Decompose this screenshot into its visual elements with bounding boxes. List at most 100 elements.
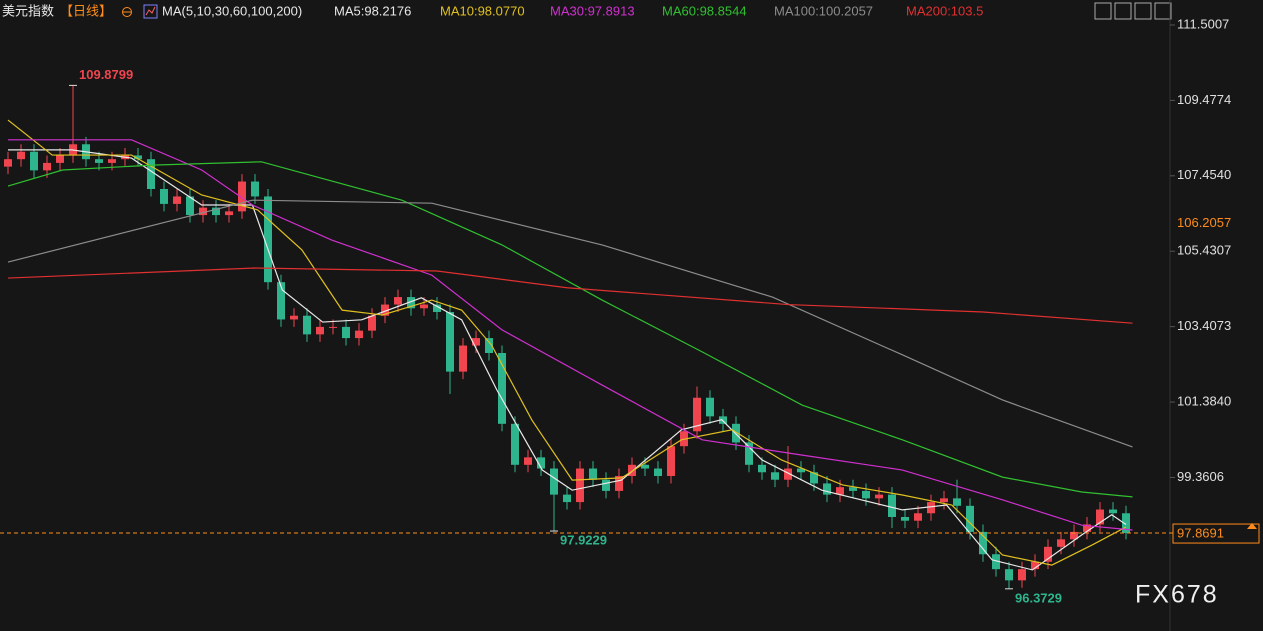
candle-body — [576, 468, 584, 503]
ma-line — [7, 161, 1133, 498]
candle-body — [147, 159, 155, 190]
candle-body — [459, 345, 467, 372]
candle-body — [1109, 509, 1117, 514]
candle-body — [238, 181, 246, 212]
candle-body — [589, 468, 597, 480]
candle-body — [823, 483, 831, 495]
y-tick-label: 103.4073 — [1177, 318, 1231, 333]
candle-body — [719, 416, 727, 424]
tool-button[interactable] — [1094, 2, 1112, 20]
candle-body — [797, 468, 805, 473]
ma-line — [7, 267, 1133, 324]
y-tick-label: 111.5007 — [1177, 16, 1229, 31]
last-price-box — [1172, 523, 1260, 544]
y-tick-label: 109.4774 — [1177, 92, 1231, 107]
add-icon[interactable] — [122, 7, 132, 17]
candle-body — [979, 531, 987, 555]
tool-button[interactable] — [1134, 2, 1152, 20]
candle-body — [134, 155, 142, 160]
candle-body — [1018, 569, 1026, 581]
candle-body — [1044, 546, 1052, 562]
candle-body — [43, 162, 51, 171]
candle-body — [875, 494, 883, 499]
legend-entry: MA10:98.0770 — [440, 3, 525, 18]
candle-body — [199, 207, 207, 216]
candle-body — [17, 151, 25, 160]
ma-params: MA(5,10,30,60,100,200) — [162, 3, 302, 18]
candle-body — [225, 211, 233, 216]
period[interactable]: 【日线】 — [60, 3, 112, 18]
candle-body — [277, 282, 285, 320]
candle-body — [264, 196, 272, 283]
candle-body — [368, 315, 376, 331]
legend-entry: MA200:103.5 — [906, 3, 983, 18]
candle-body — [888, 494, 896, 517]
candle-body — [849, 487, 857, 491]
candle-body — [615, 475, 623, 491]
y-tick-label: 99.3606 — [1177, 469, 1224, 484]
tool-button[interactable] — [1114, 2, 1132, 20]
ma-line — [7, 119, 1127, 566]
legend-entry: MA100:100.2057 — [774, 3, 873, 18]
candle-body — [966, 505, 974, 532]
legend-entry: MA60:98.8544 — [662, 3, 747, 18]
marker-label: 106.2057 — [1177, 215, 1231, 230]
candle-body — [251, 181, 259, 197]
candle-body — [472, 338, 480, 346]
candle-body — [108, 159, 116, 163]
candle-body — [1122, 513, 1130, 534]
candle-body — [810, 472, 818, 484]
ma-icon — [145, 6, 156, 16]
candle-body — [992, 554, 1000, 570]
candle-body — [1005, 569, 1013, 581]
candle-body — [836, 487, 844, 495]
last-price-label: 97.8691 — [1177, 525, 1224, 540]
price-arrow — [1247, 523, 1257, 530]
candle-body — [290, 315, 298, 320]
candle-body — [381, 304, 389, 316]
candle-body — [1070, 531, 1078, 540]
candle-body — [420, 304, 428, 309]
candle-body — [706, 397, 714, 417]
candle-body — [186, 196, 194, 216]
legend-entry: MA30:97.8913 — [550, 3, 635, 18]
candle-body — [1031, 561, 1039, 570]
candle-body — [745, 442, 753, 465]
marker-box — [1173, 213, 1259, 233]
tool-button[interactable] — [1154, 2, 1172, 20]
candle-body — [901, 516, 909, 521]
y-tick-label: 101.3840 — [1177, 393, 1231, 408]
annotation: 97.9229 — [560, 532, 607, 547]
candle-body — [550, 468, 558, 495]
y-tick-label: 107.4540 — [1177, 167, 1231, 182]
candle-body — [862, 490, 870, 499]
candle-body — [355, 330, 363, 339]
candle-body — [485, 338, 493, 353]
candle-body — [56, 155, 64, 163]
candle-body — [602, 479, 610, 491]
candle-body — [1083, 524, 1091, 532]
candle-body — [693, 397, 701, 432]
watermark: FX678 — [1135, 581, 1219, 609]
ma-line — [8, 139, 1133, 531]
ma-icon[interactable] — [143, 4, 158, 19]
candle-body — [316, 326, 324, 335]
candle-body — [628, 464, 636, 476]
candle-body — [927, 502, 935, 514]
candle-body — [329, 326, 337, 328]
candle-body — [303, 315, 311, 335]
chart-title: 美元指数 — [2, 3, 54, 18]
toolbar — [1094, 2, 1172, 20]
annotation: 109.8799 — [79, 67, 133, 82]
legend-entry: MA5:98.2176 — [334, 3, 411, 18]
candle-body — [641, 464, 649, 469]
candle-body — [758, 464, 766, 473]
candle-body — [654, 468, 662, 476]
annotation: 96.3729 — [1015, 590, 1062, 605]
candle-body — [940, 498, 948, 503]
candle-body — [433, 304, 441, 312]
candle-body — [342, 326, 350, 339]
candle-body — [537, 457, 545, 469]
